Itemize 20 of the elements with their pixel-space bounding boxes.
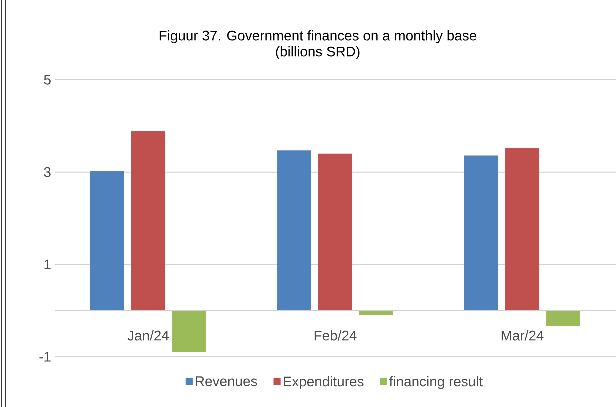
y-tick-label: -1 bbox=[40, 352, 51, 362]
bar bbox=[318, 154, 353, 311]
x-tick-label: Jan/24 bbox=[128, 330, 170, 341]
bar bbox=[278, 150, 312, 311]
y-tick-label: 5 bbox=[44, 75, 51, 85]
legend-label: Expenditures bbox=[284, 376, 364, 390]
legend-label: Revenues bbox=[196, 376, 258, 386]
bar bbox=[506, 148, 540, 311]
x-tick-label: Feb/24 bbox=[314, 330, 357, 341]
bar bbox=[464, 156, 499, 311]
x-tick-label: Mar/24 bbox=[502, 330, 544, 341]
chart-title: Figuur 37. Government finances on a monthly base bbox=[160, 30, 477, 44]
y-tick-label: 1 bbox=[44, 260, 51, 270]
y-tick-label: 3 bbox=[44, 167, 51, 178]
legend-label: financing result bbox=[390, 376, 484, 390]
chart-subtitle: (billions SRD) bbox=[276, 46, 360, 60]
bar bbox=[132, 131, 166, 311]
bar bbox=[546, 310, 581, 327]
bar bbox=[172, 310, 207, 352]
bar bbox=[90, 170, 125, 311]
